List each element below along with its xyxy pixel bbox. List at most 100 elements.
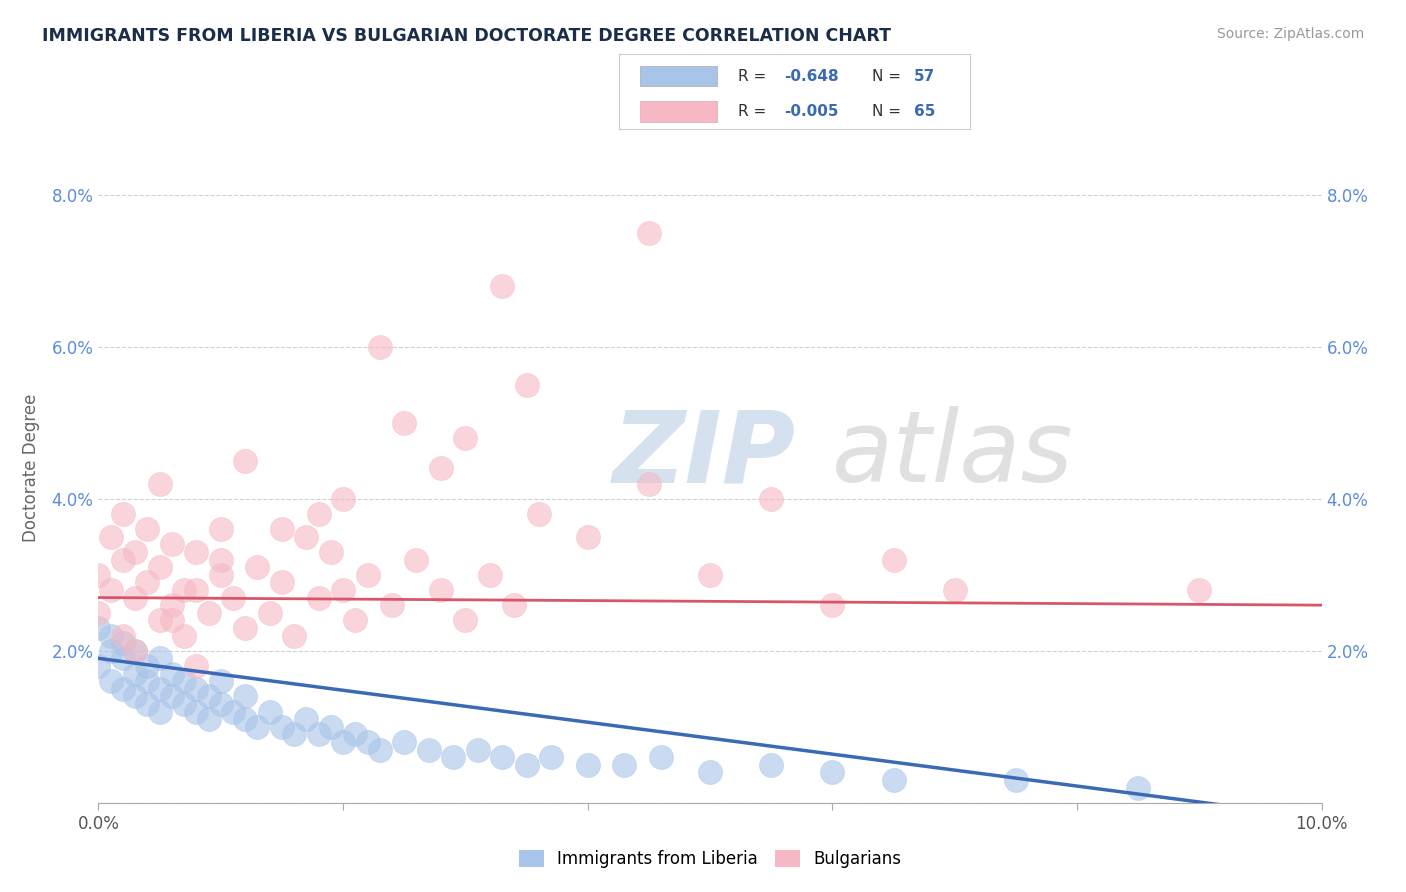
Text: 57: 57 [914, 69, 935, 84]
Point [467, 742, 489, 756]
Point [270, 575, 292, 590]
Point [418, 742, 440, 756]
Point [516, 377, 538, 392]
Bar [640, 66, 717, 87]
Text: N =: N = [872, 69, 905, 84]
Text: -0.648: -0.648 [785, 69, 838, 84]
Point [332, 735, 354, 749]
Point [308, 727, 330, 741]
Point [233, 621, 256, 635]
Point [100, 628, 122, 642]
Text: ZIP: ZIP [612, 407, 796, 503]
Point [160, 537, 183, 551]
Point [136, 575, 159, 590]
Point [392, 735, 416, 749]
Point [149, 560, 172, 574]
Point [270, 720, 292, 734]
Point [222, 705, 245, 719]
Point [381, 598, 404, 612]
Point [124, 644, 146, 658]
Point [124, 644, 146, 658]
Point [392, 416, 416, 430]
Point [87, 606, 110, 620]
Point [233, 690, 256, 704]
Point [111, 507, 134, 521]
Point [100, 644, 122, 658]
Point [283, 628, 305, 642]
Point [454, 613, 477, 627]
Point [441, 750, 464, 764]
Point [356, 735, 378, 749]
Point [124, 545, 146, 559]
Point [197, 606, 219, 620]
Point [308, 591, 330, 605]
Point [344, 613, 367, 627]
Point [87, 567, 110, 582]
Point [186, 705, 208, 719]
Point [883, 552, 905, 566]
Point [149, 705, 172, 719]
Point [136, 674, 159, 689]
Point [295, 530, 318, 544]
Point [149, 613, 172, 627]
Text: atlas: atlas [832, 407, 1074, 503]
Point [160, 666, 183, 681]
Point [149, 681, 172, 696]
Point [246, 560, 269, 574]
Point [821, 598, 844, 612]
Point [270, 522, 292, 536]
Point [259, 705, 281, 719]
Point [637, 226, 661, 240]
Point [613, 757, 636, 772]
Point [576, 757, 599, 772]
Point [100, 674, 122, 689]
Point [197, 712, 219, 726]
Point [491, 278, 513, 293]
Point [454, 431, 477, 445]
Point [209, 567, 232, 582]
Point [136, 522, 159, 536]
Point [1128, 780, 1150, 795]
Point [124, 666, 146, 681]
Point [516, 757, 538, 772]
Point [173, 628, 195, 642]
Point [160, 690, 183, 704]
Text: Source: ZipAtlas.com: Source: ZipAtlas.com [1216, 27, 1364, 41]
Point [344, 727, 367, 741]
Point [197, 690, 219, 704]
Point [222, 591, 245, 605]
Point [209, 522, 232, 536]
Point [527, 507, 550, 521]
Point [111, 681, 134, 696]
Text: IMMIGRANTS FROM LIBERIA VS BULGARIAN DOCTORATE DEGREE CORRELATION CHART: IMMIGRANTS FROM LIBERIA VS BULGARIAN DOC… [42, 27, 891, 45]
Point [356, 567, 378, 582]
Point [699, 567, 721, 582]
Point [1188, 582, 1211, 597]
Point [319, 720, 342, 734]
Point [111, 552, 134, 566]
Point [637, 476, 661, 491]
Point [759, 491, 782, 506]
Text: N =: N = [872, 104, 905, 120]
Point [430, 461, 453, 475]
Point [209, 674, 232, 689]
Point [368, 742, 391, 756]
Point [124, 690, 146, 704]
Point [111, 636, 134, 650]
Point [209, 552, 232, 566]
Point [503, 598, 526, 612]
Point [246, 720, 269, 734]
Text: -0.005: -0.005 [785, 104, 838, 120]
Point [1004, 772, 1026, 787]
Point [173, 697, 195, 711]
Bar [640, 102, 717, 122]
Point [186, 545, 208, 559]
Point [259, 606, 281, 620]
Point [295, 712, 318, 726]
Point [111, 651, 134, 665]
Point [821, 765, 844, 780]
Text: R =: R = [738, 104, 772, 120]
Point [759, 757, 782, 772]
Point [100, 530, 122, 544]
Point [883, 772, 905, 787]
